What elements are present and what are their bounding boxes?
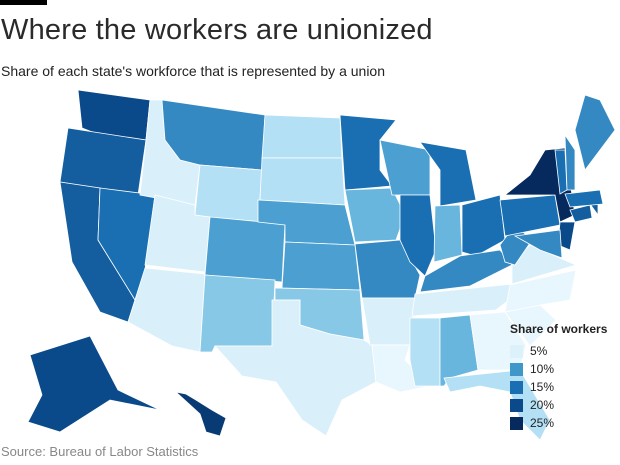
state-oh (461, 194, 506, 257)
legend-swatch (510, 362, 523, 376)
legend-item: 5% (510, 342, 607, 360)
state-ak (27, 335, 161, 433)
legend-swatch (510, 416, 523, 430)
state-me (574, 94, 616, 171)
state-nd (261, 114, 343, 159)
legend-item: 15% (510, 378, 607, 396)
brand-bar (0, 0, 47, 5)
legend-label: 5% (530, 344, 548, 358)
chart-title: Where the workers are unionized (1, 14, 433, 46)
legend: Share of workers 5% 10% 15% 20% 25% (510, 322, 607, 432)
state-ar (361, 297, 416, 346)
state-ms (409, 317, 441, 387)
state-mo (354, 239, 421, 299)
state-in (433, 204, 463, 263)
legend-label: 15% (530, 380, 555, 394)
legend-swatch (510, 344, 523, 358)
state-nc (504, 269, 577, 313)
state-sd (259, 157, 346, 206)
state-nm (199, 274, 276, 353)
state-pa (499, 194, 561, 237)
source-note: Source: Bureau of Labor Statistics (1, 444, 199, 459)
legend-item: 20% (510, 396, 607, 414)
legend-title: Share of workers (510, 322, 608, 336)
state-ia (344, 187, 406, 243)
state-ks (281, 241, 361, 291)
legend-swatch (510, 380, 523, 394)
legend-swatch (510, 398, 523, 412)
legend-label: 25% (530, 416, 555, 430)
chart-subtitle: Share of each state's workforce that is … (1, 63, 386, 79)
state-ct (569, 204, 593, 223)
state-md (513, 229, 563, 259)
legend-label: 20% (530, 398, 555, 412)
legend-item: 25% (510, 414, 607, 432)
state-ma (564, 189, 604, 208)
legend-item: 10% (510, 360, 607, 378)
state-tx (214, 299, 377, 437)
state-co (204, 216, 286, 283)
state-hi (174, 391, 227, 437)
legend-label: 10% (530, 362, 555, 376)
state-mi (419, 141, 477, 207)
state-nh (564, 133, 576, 191)
